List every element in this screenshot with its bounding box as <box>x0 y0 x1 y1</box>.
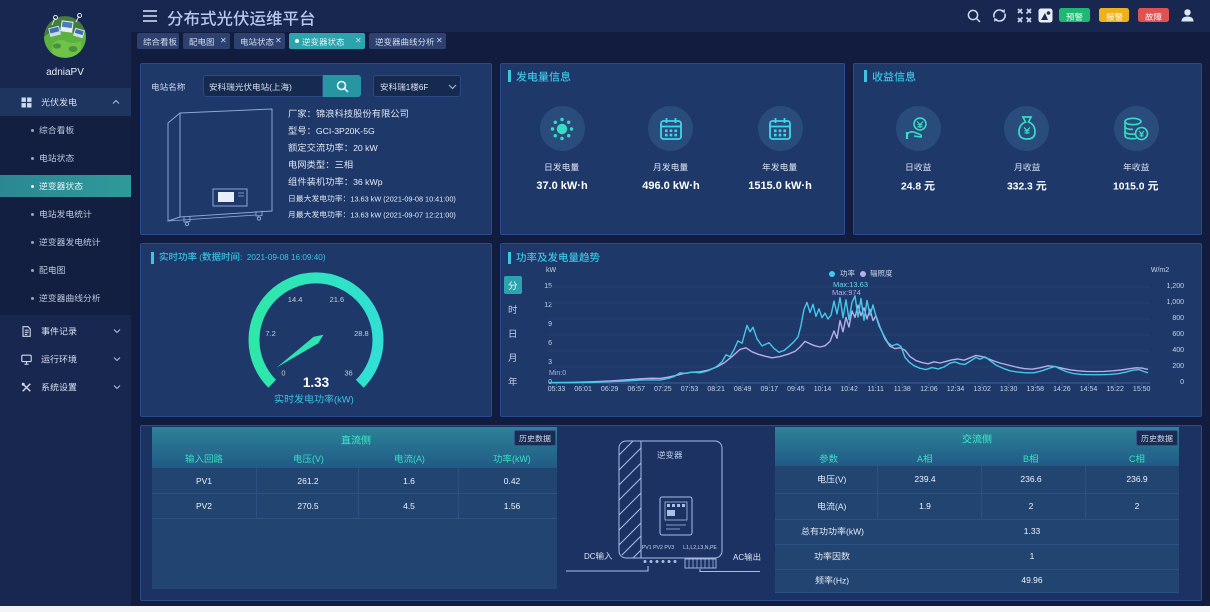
svg-text:332.3: 332.3 <box>1007 182 1036 193</box>
svg-text:(A): (A) <box>413 454 425 464</box>
svg-text:(Hz): (Hz) <box>833 576 849 586</box>
svg-text:B: B <box>1023 454 1029 464</box>
svg-text:0: 0 <box>281 369 285 378</box>
svg-text:36 kWp: 36 kWp <box>353 177 383 187</box>
svg-text:1015.0: 1015.0 <box>1113 182 1147 193</box>
svg-text:(V): (V) <box>312 454 324 464</box>
svg-text:1: 1 <box>406 83 411 92</box>
svg-text:24.8: 24.8 <box>901 182 924 193</box>
svg-text:13.63 kW (2021-09-08 10:41:00): 13.63 kW (2021-09-08 10:41:00) <box>350 194 455 203</box>
svg-text:(A): (A) <box>835 502 847 512</box>
svg-text:DC: DC <box>584 552 596 561</box>
svg-text:13.63 kW (2021-09-07 12:21:00): 13.63 kW (2021-09-07 12:21:00) <box>350 210 455 219</box>
svg-text:(kW): (kW) <box>512 454 531 464</box>
svg-text:(V): (V) <box>835 475 847 485</box>
svg-text:(: ( <box>269 83 272 92</box>
svg-text:: 2021-09-08 16:09:40): : 2021-09-08 16:09:40) <box>240 253 326 262</box>
svg-text:(kW): (kW) <box>846 527 864 537</box>
svg-text:GCI-3P20K-5G: GCI-3P20K-5G <box>316 126 375 136</box>
svg-text:(: ( <box>197 253 202 262</box>
svg-text:AC: AC <box>733 553 744 562</box>
svg-text:): ) <box>289 83 292 92</box>
svg-text:20 kW: 20 kW <box>353 143 378 153</box>
svg-text:28.8: 28.8 <box>354 329 369 338</box>
svg-text:14.4: 14.4 <box>288 295 303 304</box>
svg-text:A: A <box>917 454 923 464</box>
svg-text:21.6: 21.6 <box>330 295 345 304</box>
svg-text:6F: 6F <box>419 83 429 92</box>
svg-text:36: 36 <box>344 369 352 378</box>
svg-text:(kW): (kW) <box>334 394 354 405</box>
svg-text:7.2: 7.2 <box>265 329 275 338</box>
svg-text:C: C <box>1129 454 1136 464</box>
